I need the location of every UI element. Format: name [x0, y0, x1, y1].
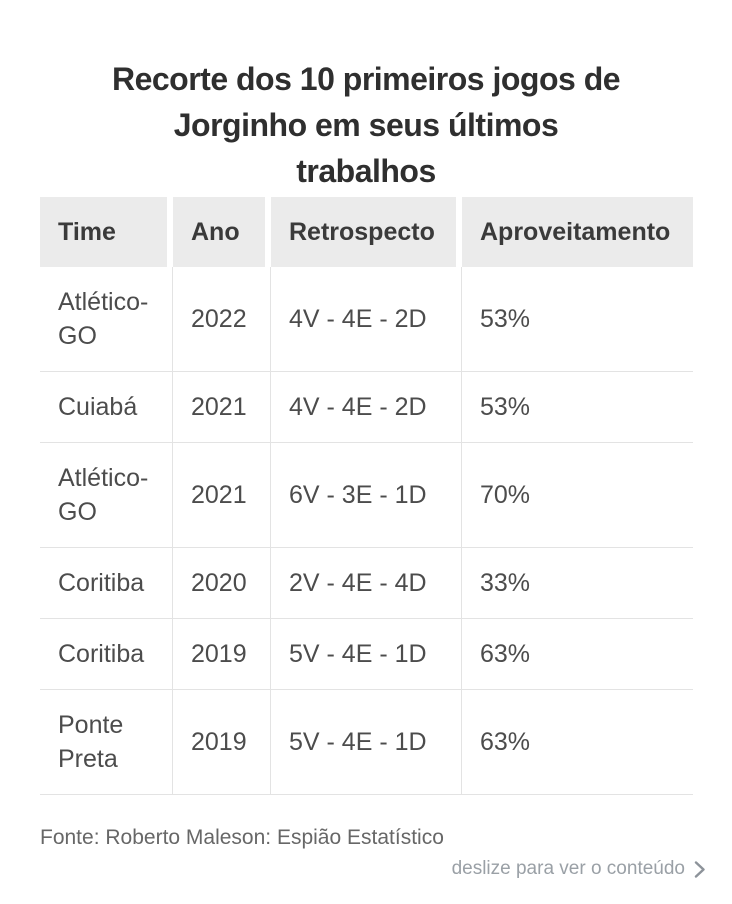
- cell-retrospecto: 4V - 4E - 2D: [271, 372, 462, 443]
- swipe-hint-label: deslize para ver o conteúdo: [451, 858, 685, 879]
- cell-aproveitamento-value: 53%: [480, 305, 531, 333]
- table-row: Cuiabá 2021 4V - 4E - 2D 53%: [40, 372, 693, 443]
- title-line-1: Recorte dos 10 primeiros jogos de: [111, 61, 621, 97]
- source-text: Fonte: Roberto Maleson: Espião Estatísti…: [40, 826, 444, 849]
- cell-ano-value: 2020: [191, 569, 247, 597]
- cell-ano-value: 2021: [191, 481, 247, 509]
- cell-retrospecto: 6V - 3E - 1D: [271, 443, 462, 548]
- cell-ano: 2022: [173, 267, 271, 372]
- cell-time: Cuiabá: [40, 372, 173, 443]
- cell-ano: 2021: [173, 372, 271, 443]
- cell-time-value: Cuiabá: [58, 393, 138, 421]
- table-row: Coritiba 2019 5V - 4E - 1D 63%: [40, 619, 693, 690]
- cell-aproveitamento: 53%: [462, 267, 693, 372]
- table-row: Atlético-GO 2022 4V - 4E - 2D 53%: [40, 267, 693, 372]
- chevron-right-icon: [694, 860, 705, 878]
- cell-aproveitamento-value: 63%: [480, 728, 531, 756]
- cell-aproveitamento: 53%: [462, 372, 693, 443]
- column-header-time: Time: [40, 197, 173, 267]
- cell-aproveitamento-value: 70%: [480, 481, 531, 509]
- column-header-aproveitamento: Aproveitamento: [462, 197, 693, 267]
- table-header-row: Time Ano Retrospecto Aproveitamento: [40, 197, 693, 267]
- column-header-retrospecto: Retrospecto: [271, 197, 462, 267]
- cell-aproveitamento: 63%: [462, 619, 693, 690]
- cell-time-value: Ponte Preta: [58, 711, 124, 773]
- cell-time: Ponte Preta: [40, 690, 173, 795]
- title-line-2: Jorginho em seus últimos: [173, 107, 559, 143]
- cell-time: Atlético-GO: [40, 443, 173, 548]
- cell-retrospecto: 5V - 4E - 1D: [271, 690, 462, 795]
- cell-retrospecto-value: 4V - 4E - 2D: [289, 393, 427, 421]
- cell-ano: 2020: [173, 548, 271, 619]
- cell-retrospecto: 2V - 4E - 4D: [271, 548, 462, 619]
- cell-aproveitamento: 63%: [462, 690, 693, 795]
- title-line-3: trabalhos: [296, 153, 436, 189]
- cell-ano: 2019: [173, 619, 271, 690]
- cell-retrospecto-value: 6V - 3E - 1D: [289, 481, 427, 509]
- cell-aproveitamento-value: 53%: [480, 393, 531, 421]
- cell-ano: 2019: [173, 690, 271, 795]
- cell-ano-value: 2019: [191, 728, 247, 756]
- cell-ano: 2021: [173, 443, 271, 548]
- infographic-page: Recorte dos 10 primeiros jogos de Jorgin…: [0, 56, 732, 904]
- cell-time: Atlético-GO: [40, 267, 173, 372]
- cell-aproveitamento: 70%: [462, 443, 693, 548]
- cell-ano-value: 2019: [191, 640, 247, 668]
- table-row: Atlético-GO 2021 6V - 3E - 1D 70%: [40, 443, 693, 548]
- cell-time-value: Coritiba: [58, 640, 145, 668]
- table-row: Coritiba 2020 2V - 4E - 4D 33%: [40, 548, 693, 619]
- swipe-hint: deslize para ver o conteúdo: [0, 858, 706, 880]
- cell-time: Coritiba: [40, 548, 173, 619]
- cell-retrospecto-value: 4V - 4E - 2D: [289, 305, 427, 333]
- cell-time-value: Atlético-GO: [58, 464, 149, 526]
- column-header-ano: Ano: [173, 197, 271, 267]
- cell-retrospecto: 4V - 4E - 2D: [271, 267, 462, 372]
- cell-retrospecto-value: 2V - 4E - 4D: [289, 569, 427, 597]
- cell-ano-value: 2022: [191, 305, 247, 333]
- cell-retrospecto-value: 5V - 4E - 1D: [289, 728, 427, 756]
- stats-table-scroll-area[interactable]: Time Ano Retrospecto Aproveitamento Atlé…: [40, 197, 693, 795]
- cell-aproveitamento-value: 33%: [480, 569, 531, 597]
- cell-retrospecto: 5V - 4E - 1D: [271, 619, 462, 690]
- table-row: Ponte Preta 2019 5V - 4E - 1D 63%: [40, 690, 693, 795]
- cell-time-value: Coritiba: [58, 569, 145, 597]
- cell-retrospecto-value: 5V - 4E - 1D: [289, 640, 427, 668]
- cell-time: Coritiba: [40, 619, 173, 690]
- chart-title: Recorte dos 10 primeiros jogos de Jorgin…: [0, 56, 732, 194]
- cell-time-value: Atlético-GO: [58, 288, 149, 350]
- cell-ano-value: 2021: [191, 393, 247, 421]
- cell-aproveitamento: 33%: [462, 548, 693, 619]
- cell-aproveitamento-value: 63%: [480, 640, 531, 668]
